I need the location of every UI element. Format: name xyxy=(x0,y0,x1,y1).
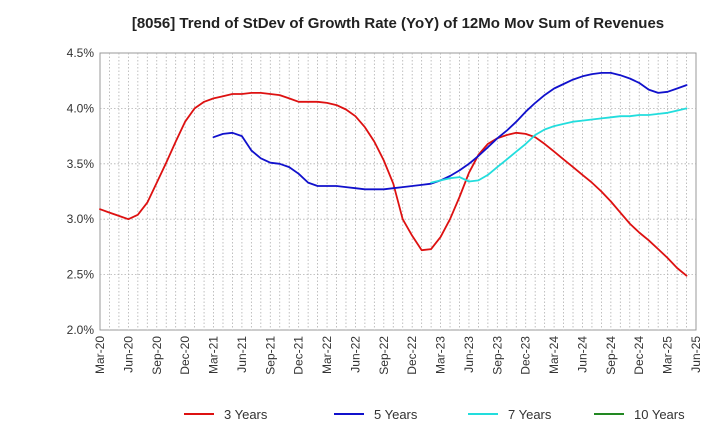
x-tick-label: Dec-23 xyxy=(519,336,533,375)
plot-area xyxy=(99,52,697,331)
y-tick-label: 3.0% xyxy=(67,212,95,226)
legend-label: 10 Years xyxy=(634,407,685,422)
y-tick-label: 4.0% xyxy=(67,101,95,115)
x-tick-label: Jun-22 xyxy=(348,336,362,373)
series-line-3-years xyxy=(99,92,688,277)
x-tick-label: Jun-25 xyxy=(689,336,703,373)
legend-label: 3 Years xyxy=(224,407,268,422)
x-tick-label: Mar-25 xyxy=(661,336,675,374)
grid xyxy=(100,53,696,330)
x-tick-label: Jun-21 xyxy=(235,336,249,373)
y-tick-label: 3.5% xyxy=(67,157,95,171)
series-group xyxy=(99,72,688,277)
legend: 3 Years 5 Years 7 Years 10 Years xyxy=(184,407,685,422)
x-tick-label: Dec-21 xyxy=(292,336,306,375)
x-tick-label: Dec-22 xyxy=(405,336,419,375)
x-tick-label: Dec-24 xyxy=(632,336,646,375)
series-line-7-years xyxy=(430,107,688,184)
x-tick-label: Mar-22 xyxy=(320,336,334,374)
x-tick-label: Jun-20 xyxy=(121,336,135,373)
x-tick-label: Sep-23 xyxy=(490,336,504,375)
x-tick-label: Dec-20 xyxy=(178,336,192,375)
y-tick-label: 2.0% xyxy=(67,323,95,337)
x-axis: Mar-20 Jun-20 Sep-20 Dec-20 Mar-21 Jun-21 Sep-… xyxy=(93,336,703,375)
x-tick-label: Mar-24 xyxy=(547,336,561,374)
x-tick-label: Mar-23 xyxy=(434,336,448,374)
chart-title: [8056] Trend of StDev of Growth Rate (Yo… xyxy=(132,15,664,32)
y-tick-label: 4.5% xyxy=(67,46,95,60)
x-tick-label: Mar-21 xyxy=(207,336,221,374)
series-line-5-years xyxy=(212,72,688,191)
x-tick-label: Sep-20 xyxy=(150,336,164,375)
x-tick-label: Jun-23 xyxy=(462,336,476,373)
x-tick-label: Sep-21 xyxy=(263,336,277,375)
x-tick-label: Mar-20 xyxy=(93,336,107,374)
x-tick-label: Jun-24 xyxy=(575,336,589,373)
x-tick-label: Sep-22 xyxy=(377,336,391,375)
x-tick-label: Sep-24 xyxy=(604,336,618,375)
y-axis: 2.0% 2.5% 3.0% 3.5% 4.0% 4.5% xyxy=(67,46,95,337)
y-tick-label: 2.5% xyxy=(67,268,95,282)
legend-label: 5 Years xyxy=(374,407,418,422)
legend-label: 7 Years xyxy=(508,407,552,422)
